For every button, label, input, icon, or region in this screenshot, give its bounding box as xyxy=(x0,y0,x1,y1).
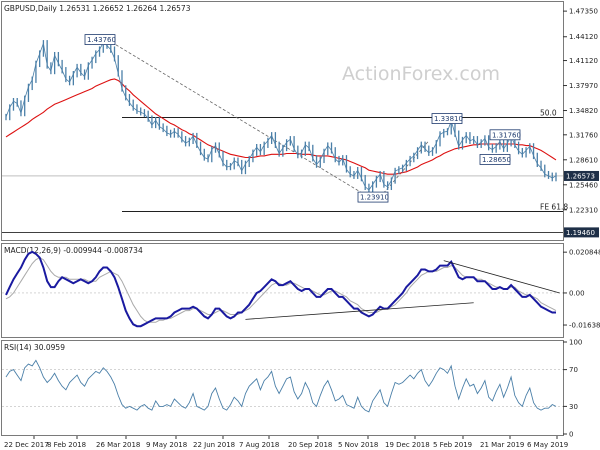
price-tick-label: 1.22310 xyxy=(569,206,598,214)
rsi-panel-frame xyxy=(1,340,564,436)
x-tick-label: 22 Dec 2017 xyxy=(4,441,49,449)
chart-marks: 1.47350 1.44120 1.41120 1.37970 1.34820 1.317… xyxy=(2,8,600,449)
bottom-level-box xyxy=(564,227,599,238)
rsi-tick-label: 100 xyxy=(569,339,582,347)
price-annotation-label: 1.43760 xyxy=(87,36,116,44)
price-annotation-box xyxy=(357,191,389,203)
ma-line xyxy=(5,78,557,175)
x-tick-label: 19 Dec 2018 xyxy=(385,441,430,449)
macd-label: MACD(12,26,9) -0.009944 -0.008734 xyxy=(4,246,143,255)
x-tick-label: 7 Aug 2018 xyxy=(239,441,279,449)
x-tick-label: 21 Mar 2019 xyxy=(480,441,524,449)
price-tick-label: 1.47350 xyxy=(569,8,598,16)
x-tick-label: 26 Mar 2018 xyxy=(96,441,140,449)
close-line xyxy=(5,41,557,191)
price-tick-label: 1.44120 xyxy=(569,33,598,41)
price-panel-frame xyxy=(1,1,564,241)
macd-tick-label: 0.00 xyxy=(569,289,585,297)
price-tick-label: 1.37970 xyxy=(569,82,598,90)
macd-tick-label: -0.016389 xyxy=(569,322,600,330)
macd-signal-line xyxy=(5,257,557,323)
level-label: 50.0 xyxy=(540,108,557,117)
macd-trend-line xyxy=(245,302,474,320)
price-annotation-label: 1.33810 xyxy=(434,115,463,123)
watermark: ActionForex.com xyxy=(342,63,500,85)
trend-line-dashed xyxy=(107,39,370,198)
rsi-tick-label: 70 xyxy=(569,366,578,374)
rsi-tick-label: 30 xyxy=(569,403,578,411)
bottom-level-value: 1.19460 xyxy=(566,229,595,237)
price-tick-label: 1.25460 xyxy=(569,181,598,189)
x-tick-label: 5 Feb 2019 xyxy=(433,441,472,449)
x-tick-label: 6 May 2019 xyxy=(527,441,568,449)
x-tick-label: 9 May 2018 xyxy=(146,441,187,449)
price-annotation-box xyxy=(84,34,116,46)
x-tick-label: 5 Nov 2018 xyxy=(338,441,378,449)
x-tick-label: 20 Sep 2018 xyxy=(288,441,332,449)
price-annotation-box xyxy=(479,154,511,165)
level-label: FE 61.8 xyxy=(540,202,568,211)
macd-line xyxy=(5,250,556,328)
x-tick-label: 22 Jun 2018 xyxy=(193,441,235,449)
current-price-box xyxy=(564,170,599,181)
price-tick-label: 1.34820 xyxy=(569,107,598,115)
rsi-label: RSI(14) 30.0959 xyxy=(4,343,65,352)
macd-trend-line xyxy=(443,260,560,294)
price-annotation-label: 1.23910 xyxy=(360,194,389,202)
macd-panel-frame xyxy=(1,243,564,338)
rsi-tick-label: 0 xyxy=(569,431,573,439)
price-tick-label: 1.28610 xyxy=(569,156,598,164)
price-tick-label: 1.31760 xyxy=(569,131,598,139)
macd-tick-label: 0.020848 xyxy=(569,249,600,257)
price-header: GBPUSD,Daily 1.26531 1.26652 1.26264 1.2… xyxy=(4,4,191,13)
price-annotation-box xyxy=(489,129,521,141)
price-annotation-label: 1.31760 xyxy=(492,131,521,139)
price-tick-label: 1.41120 xyxy=(569,57,598,65)
x-tick-label: 8 Feb 2018 xyxy=(47,441,86,449)
current-price-value: 1.26573 xyxy=(566,172,595,180)
price-annotation-box xyxy=(431,113,463,124)
rsi-line xyxy=(5,359,557,413)
price-annotation-label: 1.28650 xyxy=(482,156,511,164)
